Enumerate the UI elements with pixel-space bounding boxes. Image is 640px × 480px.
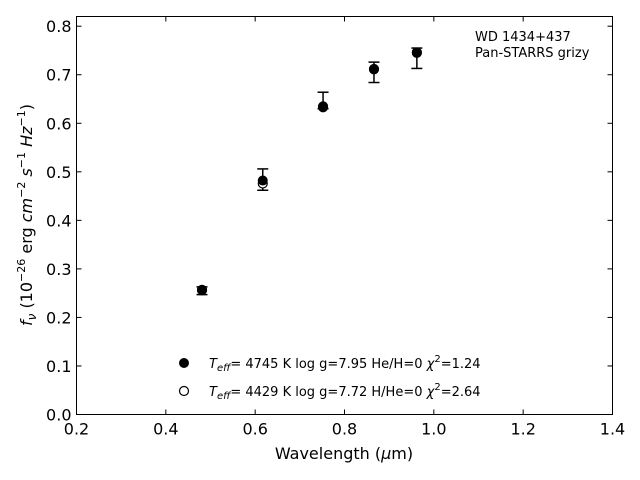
model-point-filled xyxy=(411,47,422,58)
x-tick-label: 1.2 xyxy=(510,420,535,439)
data-points xyxy=(196,47,422,296)
error-bars xyxy=(196,47,423,296)
x-tick-label: 1.4 xyxy=(600,420,625,439)
legend-marker-open xyxy=(178,385,190,397)
annotation-survey: Pan-STARRS grizy xyxy=(475,46,590,61)
x-tick-label: 0.6 xyxy=(242,420,267,439)
model-point-filled xyxy=(257,175,268,186)
y-tick-label: 0.2 xyxy=(46,308,71,327)
annotation-object-name: WD 1434+437 xyxy=(475,30,571,45)
y-tick-label: 0.1 xyxy=(46,357,71,376)
x-tick-label: 0.4 xyxy=(153,420,178,439)
y-tick-label: 0.0 xyxy=(46,406,71,425)
model-point-filled xyxy=(197,284,208,295)
y-tick-label: 0.5 xyxy=(46,163,71,182)
y-tick-label: 0.3 xyxy=(46,260,71,279)
y-tick-label: 0.6 xyxy=(46,114,71,133)
legend-label-open: Teff= 4429 K log g=7.72 H/He=0 χ2=2.64 xyxy=(209,382,481,402)
x-tick-label: 1.0 xyxy=(421,420,446,439)
model-point-filled xyxy=(368,64,379,75)
x-tick-label: 0.2 xyxy=(64,420,89,439)
x-axis: 0.2 0.4 0.6 0.8 1.0 1.2 1.4 xyxy=(64,16,625,439)
legend-marker-filled xyxy=(179,358,189,368)
model-point-filled xyxy=(318,101,329,112)
y-tick-label: 0.8 xyxy=(46,17,71,36)
x-axis-title: Wavelength (μm) xyxy=(275,444,413,463)
legend: Teff= 4745 K log g=7.95 He/H=0 χ2=1.24 T… xyxy=(178,354,481,402)
y-tick-label: 0.4 xyxy=(46,211,71,230)
x-tick-label: 0.8 xyxy=(332,420,357,439)
legend-label-filled: Teff= 4745 K log g=7.95 He/H=0 χ2=1.24 xyxy=(209,354,481,374)
y-axis-title: fν (10−26 erg cm−2 s−1 Hz−1) xyxy=(15,104,39,326)
y-axis: 0.0 0.1 0.2 0.3 0.4 0.5 0.6 0.7 0.8 xyxy=(46,17,613,425)
y-tick-label: 0.7 xyxy=(46,66,71,85)
plot-area-frame xyxy=(76,16,613,415)
